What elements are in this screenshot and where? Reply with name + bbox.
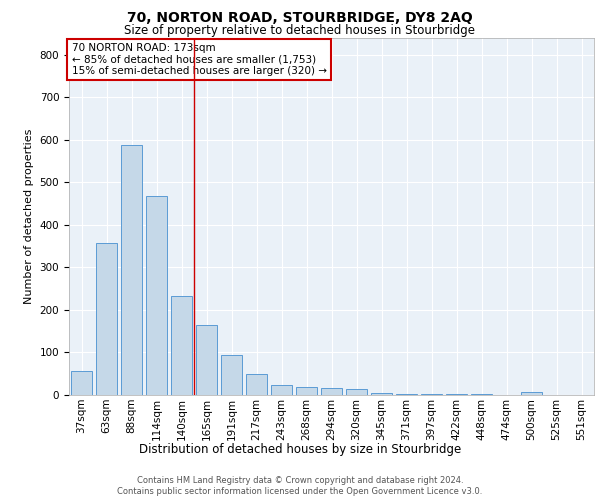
Text: Size of property relative to detached houses in Stourbridge: Size of property relative to detached ho… [125, 24, 476, 37]
Bar [321, 388, 342, 395]
Bar [421, 394, 442, 395]
Bar [171, 296, 192, 395]
Bar [346, 390, 367, 395]
Text: 70, NORTON ROAD, STOURBRIDGE, DY8 2AQ: 70, NORTON ROAD, STOURBRIDGE, DY8 2AQ [127, 11, 473, 25]
Text: Distribution of detached houses by size in Stourbridge: Distribution of detached houses by size … [139, 442, 461, 456]
Bar [521, 392, 542, 395]
Bar [196, 325, 217, 395]
Bar [121, 145, 142, 395]
Bar [296, 388, 317, 395]
Bar [471, 394, 492, 395]
Y-axis label: Number of detached properties: Number of detached properties [24, 128, 34, 304]
Bar [396, 394, 417, 395]
Bar [221, 354, 242, 395]
Bar [96, 242, 117, 395]
Text: Contains HM Land Registry data © Crown copyright and database right 2024.: Contains HM Land Registry data © Crown c… [137, 476, 463, 485]
Bar [71, 370, 92, 395]
Bar [446, 394, 467, 395]
Text: Contains public sector information licensed under the Open Government Licence v3: Contains public sector information licen… [118, 488, 482, 496]
Bar [246, 374, 267, 395]
Bar [146, 196, 167, 395]
Text: 70 NORTON ROAD: 173sqm
← 85% of detached houses are smaller (1,753)
15% of semi-: 70 NORTON ROAD: 173sqm ← 85% of detached… [71, 43, 326, 76]
Bar [271, 385, 292, 395]
Bar [371, 393, 392, 395]
